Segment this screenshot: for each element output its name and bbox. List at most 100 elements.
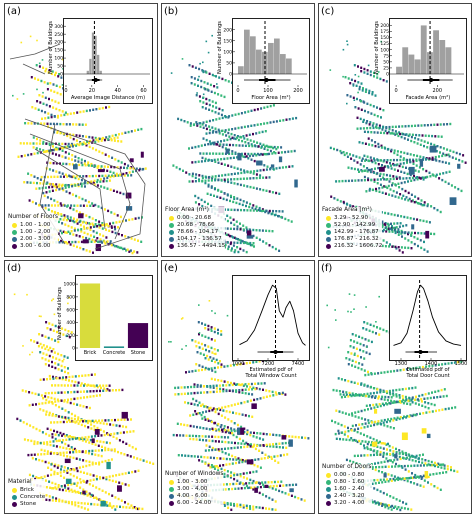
building-mark (331, 419, 333, 423)
legend-title: Number of Windows (165, 471, 224, 477)
building-mark (367, 168, 370, 172)
panel-e: 7000 7200 7400 Estimated pdf of Total Window… (161, 260, 315, 514)
building-mark (389, 177, 392, 181)
building-mark (89, 495, 92, 498)
building-mark (398, 125, 401, 128)
building-mark (49, 161, 52, 165)
building-mark (402, 133, 405, 136)
building-mark (410, 193, 413, 196)
building-mark (70, 412, 73, 416)
building-mark (430, 123, 433, 127)
building-mark (111, 156, 114, 159)
building-mark (436, 145, 439, 148)
building-mark (401, 388, 404, 391)
building-mark (127, 236, 130, 239)
building-mark (74, 437, 77, 440)
building-mark (229, 156, 232, 160)
building-mark (415, 413, 418, 416)
building-mark (300, 498, 303, 501)
building-mark (460, 189, 463, 193)
building-mark (82, 248, 85, 251)
building-mark (376, 106, 378, 109)
building-mark (380, 146, 383, 149)
building-mark (236, 227, 239, 231)
building-mark (404, 189, 407, 193)
building-mark (79, 404, 82, 407)
building-mark (243, 445, 246, 449)
building-mark (229, 364, 232, 367)
building-mark (362, 344, 365, 347)
building-mark (71, 437, 74, 441)
building-mark (215, 384, 218, 387)
building-mark (247, 152, 250, 156)
building-mark (226, 426, 229, 429)
building-mark (383, 131, 386, 135)
building-mark (258, 206, 261, 210)
building-mark (120, 161, 123, 164)
building-mark (395, 462, 397, 466)
building-mark (181, 317, 184, 319)
building-mark (194, 180, 197, 183)
building-mark (76, 403, 79, 406)
building-mark (341, 411, 344, 414)
building-mark (255, 229, 258, 232)
building-mark (71, 490, 74, 493)
building-mark (70, 398, 73, 401)
building-mark (193, 77, 196, 80)
building-mark (409, 403, 412, 406)
building-mark (204, 143, 206, 147)
building-mark (263, 485, 266, 488)
building-mark (70, 219, 73, 222)
building-mark (192, 438, 195, 441)
building-mark (198, 435, 201, 438)
building-mark (220, 162, 223, 165)
building-mark (81, 436, 84, 439)
legend-label: 6.00 - 24.00 (177, 500, 212, 506)
building-mark (342, 200, 345, 204)
building-mark (209, 193, 212, 196)
building-mark (48, 374, 51, 378)
building-mark (450, 184, 453, 187)
building-mark (395, 163, 398, 167)
building-mark (408, 476, 411, 480)
building-mark (220, 365, 223, 369)
building-mark (121, 388, 124, 392)
building-mark (397, 169, 399, 172)
building-mark (92, 108, 95, 111)
building-mark (263, 147, 266, 150)
building-mark (95, 394, 98, 397)
building-mark (386, 504, 389, 507)
building-mark (349, 459, 352, 463)
building-mark (190, 76, 193, 79)
building-mark (402, 162, 405, 165)
building-mark (237, 250, 240, 254)
building-mark (191, 161, 194, 164)
building-mark (214, 370, 217, 374)
building-mark (352, 85, 355, 87)
building-mark (136, 507, 139, 511)
building-mark (49, 428, 52, 432)
building-mark (278, 192, 281, 195)
building-mark (416, 154, 419, 158)
building-mark (344, 179, 347, 183)
building-mark (92, 384, 95, 387)
building-mark (378, 295, 380, 298)
building-mark (228, 462, 231, 466)
building-mark (29, 424, 32, 427)
building-mark (410, 124, 413, 128)
building-mark (416, 178, 419, 181)
building-mark (233, 134, 236, 137)
building-mark (61, 415, 64, 419)
histogram-bar (86, 70, 89, 74)
building-mark (221, 129, 224, 132)
building-mark (447, 362, 450, 365)
building-mark (391, 446, 394, 449)
building-mark (259, 174, 262, 177)
building-mark (355, 439, 357, 442)
building-mark (69, 451, 71, 454)
building-mark (420, 124, 423, 127)
building-mark (259, 432, 262, 435)
building-mark (279, 119, 282, 122)
building-mark (218, 429, 221, 433)
building-mark (245, 482, 248, 485)
